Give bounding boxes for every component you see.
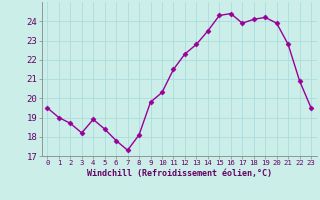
X-axis label: Windchill (Refroidissement éolien,°C): Windchill (Refroidissement éolien,°C) — [87, 169, 272, 178]
